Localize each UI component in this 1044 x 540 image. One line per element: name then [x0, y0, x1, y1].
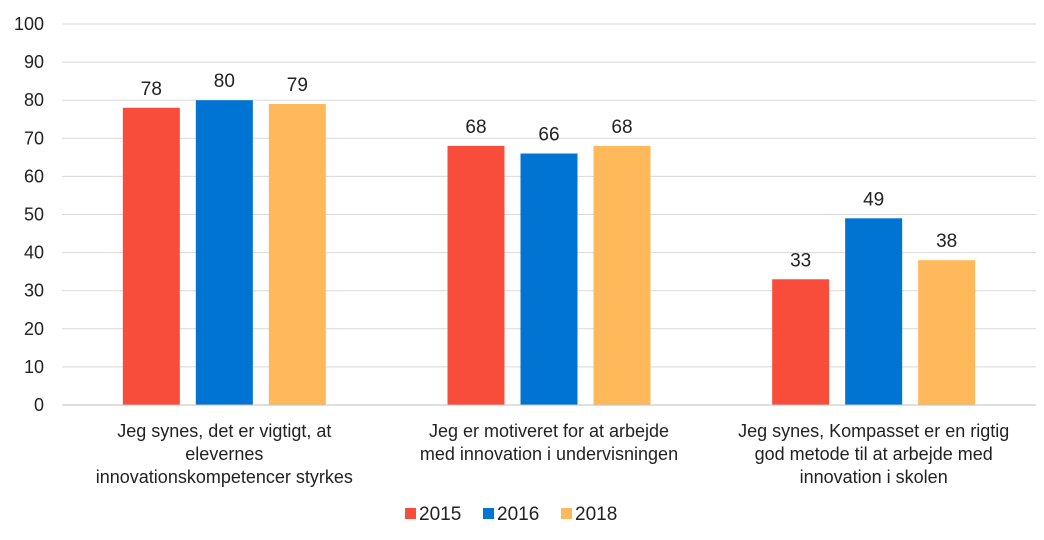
category-label: god metode til at arbejde med [755, 444, 993, 464]
data-labels: 78 80 79 68 66 68 33 49 38 [141, 71, 957, 271]
category-label: Jeg er motiveret for at arbejde [429, 421, 669, 441]
data-label: 68 [611, 117, 632, 138]
legend-swatch-2015 [405, 508, 416, 519]
data-label: 80 [214, 71, 235, 92]
bar-2018-cat-2 [593, 145, 651, 406]
category-label: med innovation i undervisningen [420, 444, 678, 464]
data-label: 66 [538, 125, 559, 146]
x-axis-category-labels: Jeg synes, det er vigtigt, at elevernes in… [96, 421, 1009, 487]
bar-2016-cat-1 [195, 100, 253, 405]
bars [122, 100, 976, 406]
data-label: 78 [141, 79, 162, 100]
category-label: innovation i skolen [800, 467, 948, 487]
legend-swatch-2018 [561, 508, 572, 519]
legend-swatch-2016 [483, 508, 494, 519]
bar-2018-cat-3 [918, 260, 976, 405]
y-tick-label: 70 [24, 128, 44, 148]
y-tick-label: 80 [24, 90, 44, 110]
y-tick-label: 100 [14, 14, 44, 34]
bar-2015-cat-3 [772, 279, 830, 405]
bar-2015-cat-1 [122, 107, 180, 405]
category-label: Jeg synes, det er vigtigt, at [117, 421, 331, 441]
y-tick-label: 20 [24, 319, 44, 339]
y-tick-label: 10 [24, 357, 44, 377]
data-label: 33 [790, 250, 811, 271]
y-tick-label: 90 [24, 52, 44, 72]
bar-2015-cat-2 [447, 145, 505, 406]
category-label: innovationskompetencer styrkes [96, 467, 353, 487]
legend-label: 2015 [419, 504, 461, 525]
y-tick-label: 0 [34, 395, 44, 415]
category-label: Jeg synes, Kompasset er en rigtig [738, 421, 1009, 441]
legend: 2015 2016 2018 [405, 504, 617, 525]
data-label: 49 [863, 189, 884, 210]
bar-2018-cat-1 [268, 104, 326, 405]
data-label: 79 [287, 75, 308, 96]
data-label: 38 [936, 231, 957, 252]
bar-2016-cat-3 [845, 218, 903, 405]
legend-label: 2016 [497, 504, 539, 525]
y-tick-label: 40 [24, 243, 44, 263]
y-axis-tick-labels: 0 10 20 30 40 50 60 70 80 90 100 [14, 14, 44, 415]
category-label: elevernes [185, 444, 263, 464]
data-label: 68 [465, 117, 486, 138]
bar-2016-cat-2 [520, 153, 578, 405]
y-tick-label: 50 [24, 205, 44, 225]
y-tick-label: 60 [24, 166, 44, 186]
legend-label: 2018 [575, 504, 617, 525]
y-tick-label: 30 [24, 281, 44, 301]
